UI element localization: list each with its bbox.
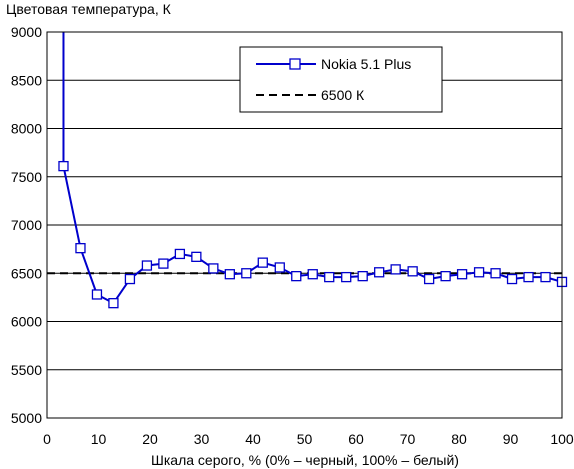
y-tick-label-8500: 8500 xyxy=(11,72,42,88)
data-point-6 xyxy=(158,258,169,269)
y-tick-label-5000: 5000 xyxy=(11,410,42,426)
data-point-15 xyxy=(307,269,318,280)
plot-frame xyxy=(46,31,563,419)
data-point-11 xyxy=(241,268,252,279)
x-tick-label-60: 60 xyxy=(348,431,364,447)
data-point-12 xyxy=(257,257,268,268)
x-tick-label-10: 10 xyxy=(91,431,107,447)
data-point-22 xyxy=(423,273,435,285)
data-point-7 xyxy=(174,248,186,260)
x-tick-label-70: 70 xyxy=(400,431,416,447)
data-point-26 xyxy=(490,268,501,279)
x-tick-label-30: 30 xyxy=(194,431,210,447)
x-axis-label: Шкала серого, % (0% – черный, 100% – бел… xyxy=(151,452,459,468)
y-tick-label-8000: 8000 xyxy=(11,121,42,137)
legend-label-series-2: 6500 К xyxy=(321,87,365,103)
y-axis-label: Цветовая температура, К xyxy=(6,1,172,17)
data-point-21 xyxy=(407,266,418,277)
x-tick-label-90: 90 xyxy=(503,431,519,447)
data-point-14 xyxy=(291,270,302,282)
data-point-13 xyxy=(274,262,285,273)
x-tick-label-100: 100 xyxy=(550,431,574,447)
x-tick-label-50: 50 xyxy=(297,431,313,447)
data-point-19 xyxy=(374,267,385,278)
x-tick-label-40: 40 xyxy=(245,431,261,447)
data-series xyxy=(47,32,568,309)
data-point-25 xyxy=(473,267,485,278)
data-point-20 xyxy=(390,264,401,275)
x-tick-label-0: 0 xyxy=(43,431,51,447)
y-tick-label-6000: 6000 xyxy=(11,314,42,330)
legend-marker-series-1 xyxy=(289,58,301,70)
y-tick-labels: 5000 5500 6000 6500 7000 7500 8000 8500 9000 xyxy=(11,24,42,426)
data-point-9 xyxy=(208,263,219,274)
data-point-8 xyxy=(191,251,202,262)
legend-box xyxy=(239,46,443,113)
data-point-0 xyxy=(58,160,69,172)
data-point-23 xyxy=(440,270,451,282)
y-tick-label-9000: 9000 xyxy=(11,24,42,40)
y-tick-label-7000: 7000 xyxy=(11,217,42,233)
y-tick-label-5500: 5500 xyxy=(11,362,42,378)
data-point-27 xyxy=(506,273,518,285)
y-tick-label-7500: 7500 xyxy=(11,169,42,185)
y-tick-label-6500: 6500 xyxy=(11,265,42,281)
data-point-16 xyxy=(324,271,335,283)
data-point-2 xyxy=(91,289,103,300)
x-tick-label-20: 20 xyxy=(142,431,158,447)
data-point-18 xyxy=(357,270,368,282)
data-point-1 xyxy=(75,243,86,254)
x-tick-label-80: 80 xyxy=(451,431,467,447)
legend: Nokia 5.1 Plus 6500 К xyxy=(239,46,443,113)
data-point-5 xyxy=(141,260,153,271)
data-point-17 xyxy=(341,271,352,283)
data-point-10 xyxy=(224,269,235,280)
data-point-29 xyxy=(540,271,551,283)
x-tick-labels: 0 10 20 30 40 50 60 70 80 90 100 xyxy=(43,431,574,447)
grid-lines xyxy=(47,79,562,371)
data-point-3 xyxy=(108,298,119,309)
legend-label-series-1: Nokia 5.1 Plus xyxy=(321,56,411,72)
data-point-4 xyxy=(124,273,136,285)
data-point-24 xyxy=(456,269,468,280)
data-point-28 xyxy=(523,271,534,283)
